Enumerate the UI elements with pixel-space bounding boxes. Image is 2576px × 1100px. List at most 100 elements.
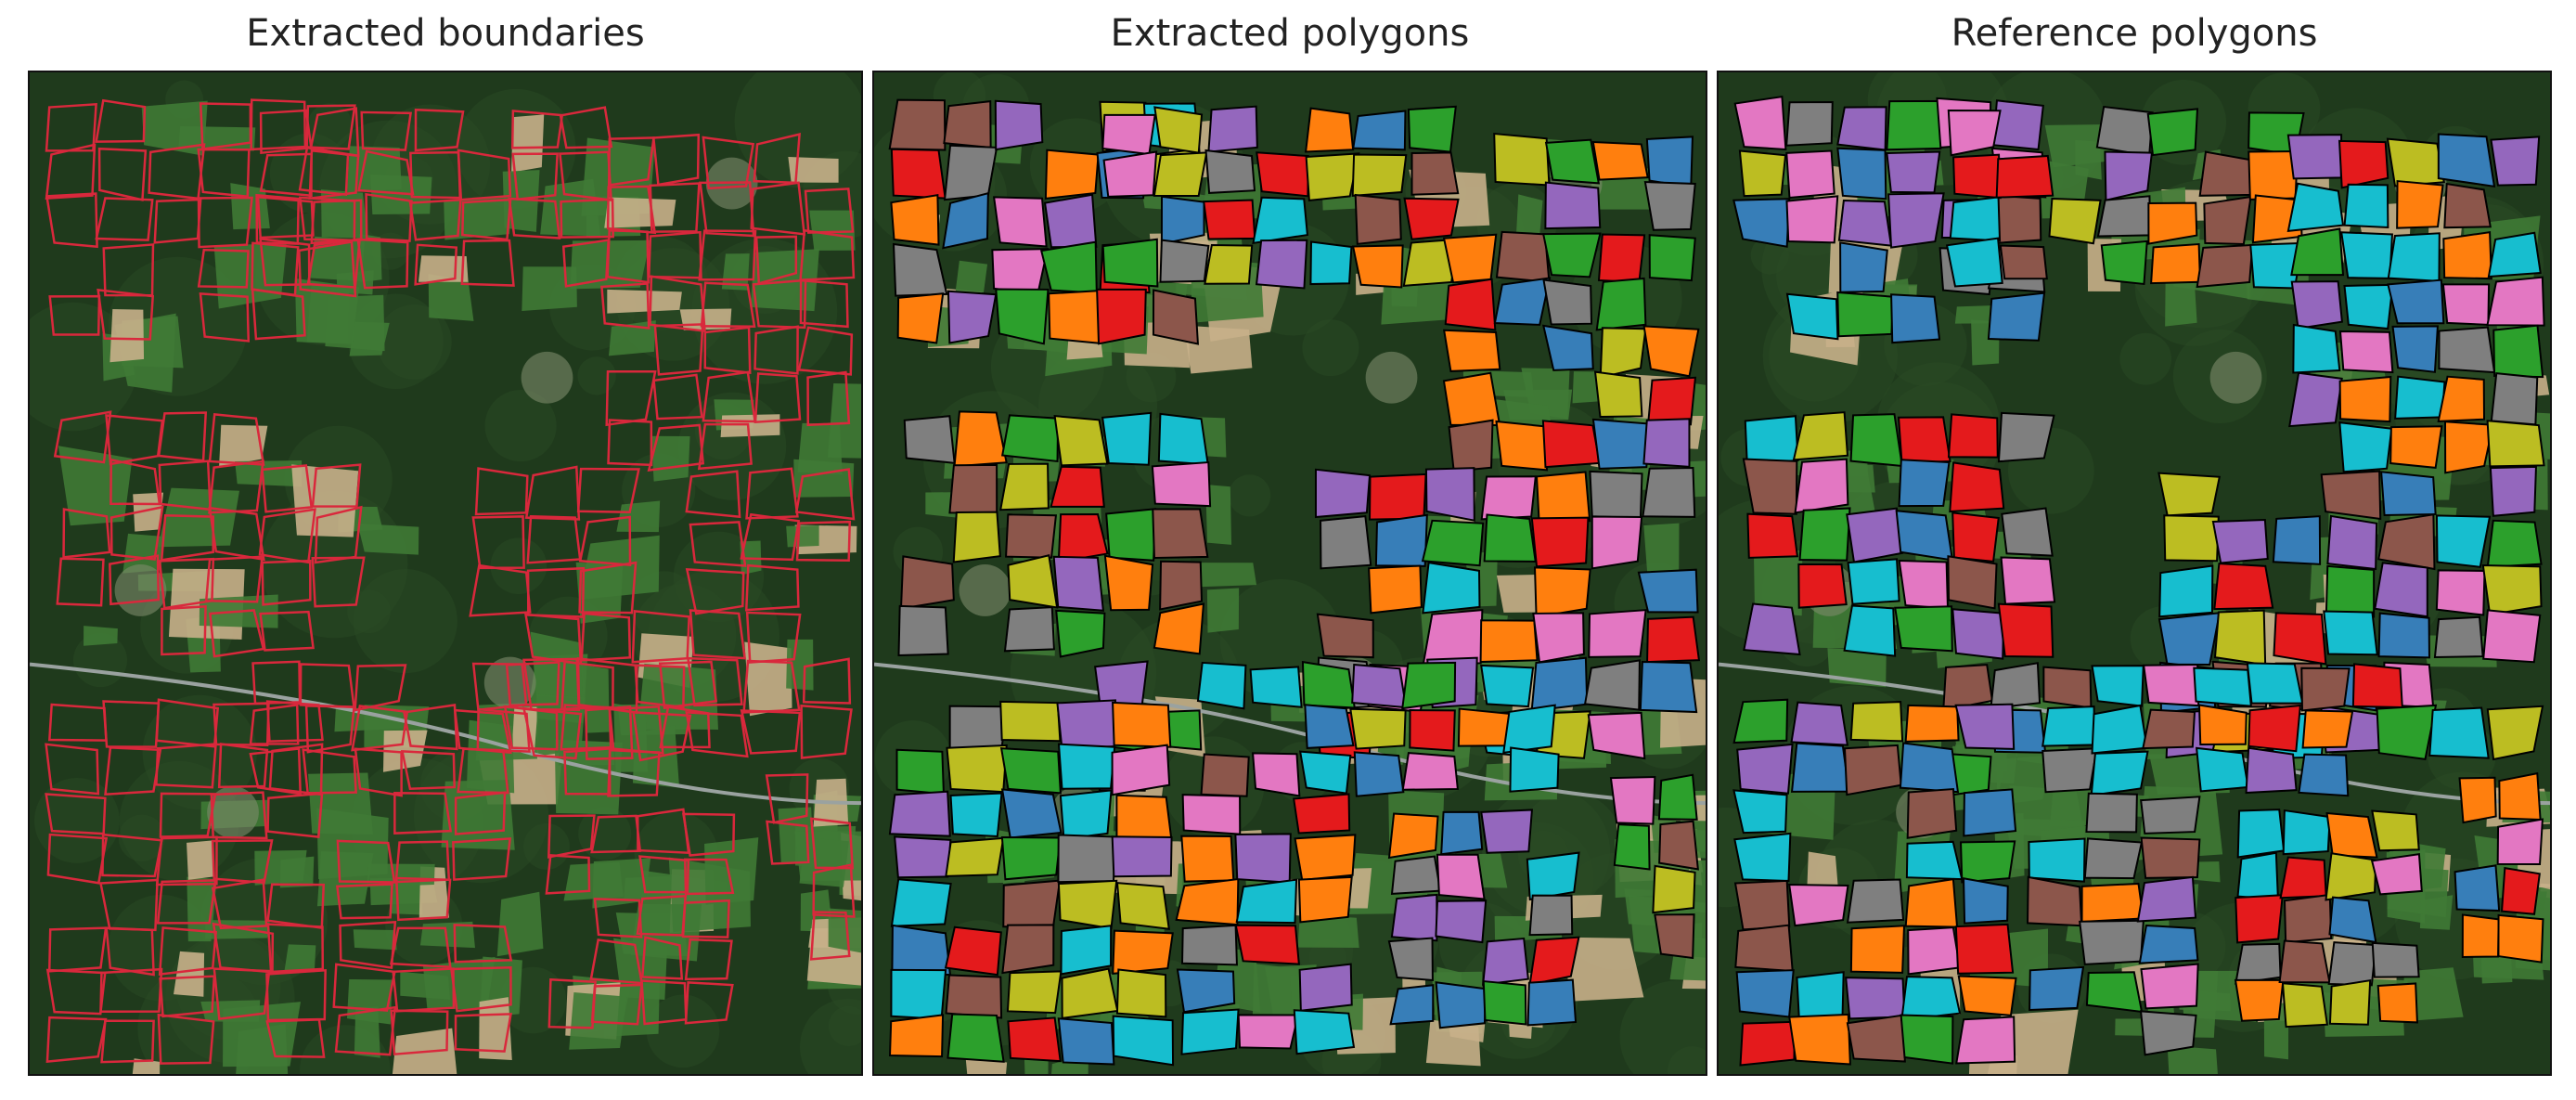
field-polygon	[2481, 564, 2543, 616]
field-polygon	[2443, 182, 2492, 229]
field-polygon	[1111, 835, 1173, 878]
field-polygon	[809, 911, 851, 961]
field-polygon	[1390, 855, 1442, 895]
field-polygon	[1007, 554, 1059, 609]
field-polygon	[652, 373, 703, 421]
field-polygon	[2371, 809, 2420, 852]
field-polygon	[2437, 375, 2486, 422]
field-polygon	[1788, 1013, 1851, 1066]
field-polygon	[98, 878, 159, 932]
field-polygon	[1039, 240, 1098, 294]
field-polygon	[1544, 138, 1601, 185]
satellite-image-boundaries	[30, 72, 861, 1074]
field-polygon	[1734, 924, 1794, 973]
field-polygon	[1647, 376, 1697, 426]
field-polygon	[1159, 560, 1204, 611]
field-polygon	[1112, 929, 1174, 976]
field-polygon	[1796, 971, 1845, 1018]
field-polygon	[699, 181, 755, 238]
field-polygon	[2496, 818, 2544, 866]
field-polygon	[1495, 230, 1551, 284]
field-polygon	[2377, 612, 2430, 659]
field-polygon	[159, 975, 216, 1018]
field-polygon	[339, 920, 397, 970]
field-polygon	[560, 198, 614, 239]
field-polygon	[606, 228, 650, 284]
field-polygon	[1057, 879, 1118, 930]
field-polygon	[647, 423, 705, 472]
field-polygon	[2196, 243, 2254, 289]
field-polygon	[471, 515, 525, 570]
field-polygon	[580, 612, 632, 662]
field-polygon	[298, 240, 357, 298]
field-polygon	[1401, 752, 1459, 791]
field-polygon	[2327, 941, 2377, 987]
field-polygon	[1987, 291, 2046, 342]
field-polygon	[1249, 666, 1303, 708]
field-polygon	[2234, 978, 2285, 1022]
field-polygon	[1744, 415, 1799, 465]
field-polygon	[2498, 771, 2542, 822]
field-polygon	[1846, 507, 1904, 563]
field-polygon	[1733, 832, 1792, 882]
field-polygon	[109, 554, 161, 606]
field-polygon	[53, 410, 112, 464]
field-polygon	[2272, 515, 2322, 565]
field-polygon	[457, 747, 509, 795]
field-polygon	[2245, 746, 2298, 795]
field-polygon	[1320, 515, 1372, 570]
field-polygon	[1587, 711, 1646, 760]
field-polygon	[2500, 866, 2541, 915]
field-polygon	[2323, 610, 2378, 656]
field-polygon	[1152, 508, 1209, 559]
field-polygon	[888, 1014, 945, 1058]
field-polygon	[1845, 977, 1906, 1020]
field-polygon	[684, 981, 734, 1025]
field-polygon	[2391, 325, 2439, 373]
field-polygon	[336, 883, 393, 920]
field-polygon	[305, 104, 356, 150]
field-polygon	[766, 820, 810, 865]
field-polygon	[1637, 568, 1699, 614]
field-polygon	[306, 238, 361, 289]
field-polygon	[159, 792, 217, 838]
field-polygon	[1613, 823, 1651, 871]
field-polygon	[890, 878, 952, 927]
field-polygon	[2428, 706, 2490, 759]
field-polygon	[2150, 242, 2202, 285]
field-polygon	[812, 863, 856, 918]
field-polygon	[1094, 660, 1149, 707]
field-polygon	[686, 656, 743, 707]
field-polygon	[1055, 609, 1106, 658]
field-polygon	[1583, 659, 1641, 711]
field-polygon	[199, 292, 251, 343]
field-polygon	[45, 1016, 108, 1064]
field-polygon	[1053, 415, 1109, 467]
field-polygon	[1112, 701, 1172, 748]
field-polygon	[217, 743, 269, 789]
field-polygon	[2328, 896, 2377, 944]
field-polygon	[157, 1013, 215, 1065]
field-polygon	[1305, 152, 1360, 201]
field-polygon	[1849, 413, 1903, 468]
field-polygon	[576, 467, 640, 514]
field-polygon	[1407, 105, 1457, 153]
field-polygon	[1591, 515, 1643, 570]
field-polygon	[2139, 1010, 2197, 1056]
field-polygon	[745, 611, 802, 664]
field-polygon	[1962, 877, 2009, 925]
field-polygon	[703, 326, 752, 374]
field-polygon	[560, 660, 614, 711]
field-polygon	[2442, 231, 2492, 280]
field-polygon	[46, 833, 109, 885]
field-polygon	[414, 108, 465, 152]
field-polygon	[1153, 106, 1204, 154]
field-polygon	[1043, 193, 1098, 249]
field-polygon	[1839, 241, 1888, 293]
field-polygon	[266, 792, 324, 839]
field-polygon	[991, 248, 1050, 295]
field-polygon	[208, 459, 264, 514]
field-polygon	[1597, 233, 1646, 284]
field-polygon	[1947, 109, 2002, 157]
field-polygon	[2343, 183, 2389, 229]
